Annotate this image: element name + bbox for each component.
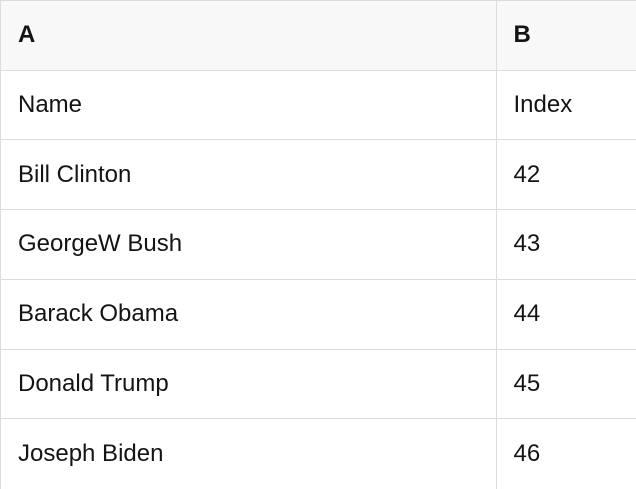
cell-a1[interactable]: Name [1, 70, 497, 141]
column-header-b[interactable]: B [496, 1, 636, 71]
cell-b1[interactable]: Index [496, 71, 636, 141]
cell-b2[interactable]: 42 [496, 140, 636, 211]
cell-a5[interactable]: Donald Trump [1, 349, 497, 420]
cell-a6[interactable]: Joseph Biden [1, 419, 497, 489]
table-row: Joseph Biden 46 [1, 419, 636, 489]
table-row: Donald Trump 45 [1, 349, 636, 420]
cell-b4[interactable]: 44 [496, 280, 636, 350]
cell-b5[interactable]: 45 [496, 350, 636, 420]
table-row: Barack Obama 44 [1, 279, 636, 350]
cell-b6[interactable]: 46 [513, 440, 541, 468]
cell-b3[interactable]: 43 [496, 210, 636, 280]
cell-a4[interactable]: Barack Obama [1, 279, 497, 350]
cell-a3[interactable]: GeorgeW Bush [1, 210, 497, 280]
cell-a2[interactable]: Bill Clinton [1, 140, 497, 211]
table-row: Name Index [1, 70, 636, 141]
column-header-row: A B [1, 1, 636, 71]
table-row: Bill Clinton 42 [1, 140, 636, 211]
table-row: GeorgeW Bush 43 [1, 210, 636, 280]
column-header-a[interactable]: A [1, 1, 497, 71]
